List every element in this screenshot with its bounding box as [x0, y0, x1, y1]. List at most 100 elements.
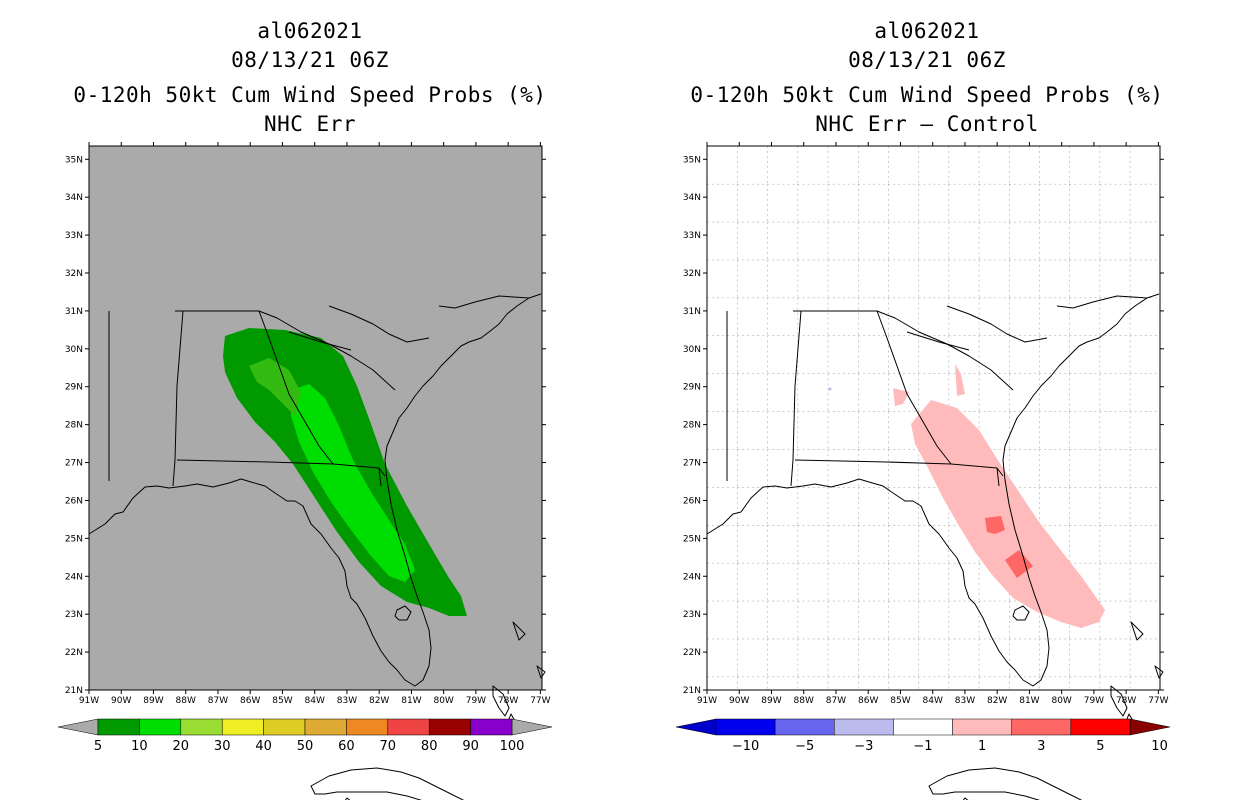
- left-plot-subtitle: NHC Err: [263, 112, 356, 136]
- lon-label: 88W: [176, 696, 196, 706]
- lon-label: 86W: [240, 696, 260, 706]
- left-axis-labels: 21N 22N 23N 24N 25N 26N 27N 28N 29N 30N 31N 32N 33N 3…: [65, 142, 551, 706]
- colorbar-label: 20: [173, 739, 190, 754]
- lat-label: 22N: [65, 648, 83, 658]
- lat-label: 35N: [65, 155, 83, 165]
- colorbar-label: 10: [1151, 739, 1168, 754]
- colorbar-label: 5: [1096, 739, 1104, 754]
- lon-label: 87W: [208, 696, 228, 706]
- lon-label: 91W: [697, 696, 717, 706]
- lat-label: 23N: [65, 610, 83, 620]
- lon-label: 84W: [923, 696, 943, 706]
- colorbar-segment: [97, 718, 140, 736]
- lat-label: 30N: [65, 345, 83, 355]
- prob-contour-10-inner: [249, 358, 301, 416]
- colorbar-segment: [715, 718, 776, 736]
- colorbar-label: 30: [214, 739, 231, 754]
- lat-label: 31N: [683, 307, 701, 317]
- right-map-panel: [706, 145, 1164, 800]
- lat-label: 21N: [65, 686, 83, 696]
- colorbar-segment: [774, 718, 835, 736]
- lon-label: 83W: [955, 696, 975, 706]
- colorbar-segment: [1011, 718, 1072, 736]
- colorbar-end-right: [511, 718, 553, 736]
- lat-label: 22N: [683, 648, 701, 658]
- lon-label: 82W: [369, 696, 389, 706]
- colorbar-label: −10: [732, 739, 759, 754]
- colorbar-label: 10: [131, 739, 148, 754]
- lon-label: 89W: [761, 696, 781, 706]
- lon-label: 89W: [143, 696, 163, 706]
- lat-label: 29N: [683, 383, 701, 393]
- colorbar-label: −3: [854, 739, 873, 754]
- colorbar-segment: [428, 718, 471, 736]
- lon-label: 91W: [79, 696, 99, 706]
- colorbar-label: 40: [255, 739, 272, 754]
- lat-label: 21N: [683, 686, 701, 696]
- colorbar-segment: [1070, 718, 1131, 736]
- colorbar-segment: [470, 718, 513, 736]
- lat-label: 28N: [65, 421, 83, 431]
- lat-label: 25N: [65, 534, 83, 544]
- lon-label: 80W: [1051, 696, 1071, 706]
- lon-label: 88W: [794, 696, 814, 706]
- right-axis-labels: 21N 22N 23N 24N 25N 26N 27N 28N 29N 30N 31N 32N 33N 3…: [683, 142, 1169, 706]
- diff-contour-1-b: [893, 388, 909, 406]
- lat-label: 24N: [65, 572, 83, 582]
- lon-label: 90W: [729, 696, 749, 706]
- prob-contour-10: [291, 384, 415, 582]
- lon-label: 77W: [530, 696, 550, 706]
- colorbar-label: 5: [94, 739, 102, 754]
- lon-label: 83W: [337, 696, 357, 706]
- colorbar-label: 60: [338, 739, 355, 754]
- colorbar-segment: [952, 718, 1012, 736]
- lat-label: 33N: [683, 231, 701, 241]
- lat-label: 29N: [65, 383, 83, 393]
- lon-label: 82W: [987, 696, 1007, 706]
- lat-label: 33N: [65, 231, 83, 241]
- colorbar-segment: [139, 718, 182, 736]
- right-plot-subtitle: NHC Err – Control: [815, 112, 1039, 136]
- lon-label: 77W: [1148, 696, 1168, 706]
- colorbar-segment: [893, 718, 953, 736]
- right-plot-title: 0-120h 50kt Cum Wind Speed Probs (%): [690, 83, 1164, 107]
- lon-label: 79W: [466, 696, 486, 706]
- colorbar-label: 50: [297, 739, 314, 754]
- lon-label: 81W: [1019, 696, 1039, 706]
- colorbar-segment: [304, 718, 347, 736]
- lat-label: 24N: [683, 572, 701, 582]
- lon-label: 79W: [1084, 696, 1104, 706]
- colorbar-label: 3: [1037, 739, 1045, 754]
- colorbar-label: −5: [795, 739, 814, 754]
- colorbar-segment: [387, 718, 430, 736]
- diff-contour-3-a: [985, 516, 1005, 534]
- colorbar-end-right: [1129, 718, 1171, 736]
- colorbar-segment: [346, 718, 389, 736]
- colorbar-segment: [221, 718, 264, 736]
- lat-label: 26N: [65, 496, 83, 506]
- left-datetime: 08/13/21 06Z: [231, 48, 389, 72]
- lon-label: 81W: [401, 696, 421, 706]
- colorbar-segment: [834, 718, 894, 736]
- lat-label: 23N: [683, 610, 701, 620]
- lon-label: 78W: [1116, 696, 1136, 706]
- right-datetime: 08/13/21 06Z: [848, 48, 1006, 72]
- lon-label: 85W: [272, 696, 292, 706]
- lat-label: 27N: [65, 459, 83, 469]
- colorbar-end-left: [57, 718, 99, 736]
- right-storm-id: al062021: [874, 19, 980, 43]
- lat-label: 30N: [683, 345, 701, 355]
- lon-label: 87W: [826, 696, 846, 706]
- lon-label: 80W: [433, 696, 453, 706]
- lon-label: 86W: [858, 696, 878, 706]
- lat-label: 28N: [683, 421, 701, 431]
- left-plot-title: 0-120h 50kt Cum Wind Speed Probs (%): [73, 83, 547, 107]
- left-storm-id: al062021: [257, 19, 363, 43]
- lat-label: 35N: [683, 155, 701, 165]
- diff-dot-negative: [828, 387, 832, 391]
- lon-label: 84W: [305, 696, 325, 706]
- colorbar-segment: [263, 718, 306, 736]
- colorbar-label: 100: [500, 739, 525, 754]
- right-colorbar: −10 −5 −3 −1 1 3 5 10: [675, 718, 1171, 754]
